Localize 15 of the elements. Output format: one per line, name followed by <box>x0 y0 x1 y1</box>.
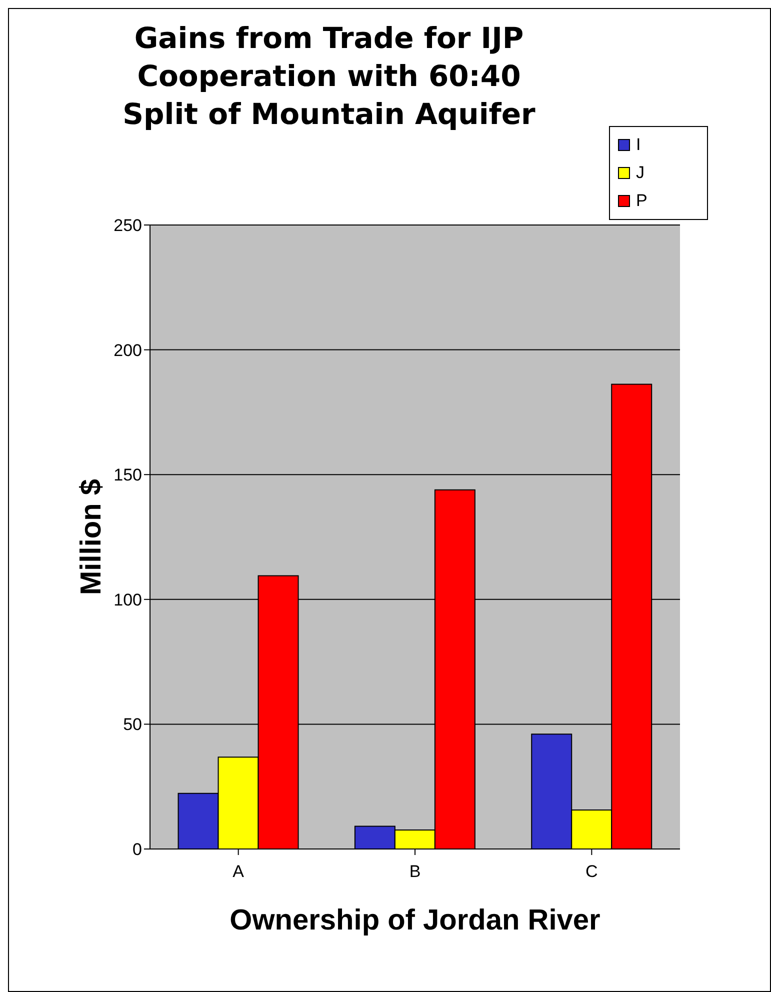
y-tick-label: 200 <box>114 340 142 360</box>
y-tick-label: 150 <box>114 466 142 485</box>
y-tick-label: 0 <box>132 840 142 860</box>
y-tick-label: 100 <box>114 590 142 610</box>
x-tick-label: A <box>232 862 245 882</box>
legend-label: I <box>636 134 641 156</box>
y-tick-label: 250 <box>114 216 142 236</box>
chart-title: Gains from Trade for IJP Cooperation with 60:40 Split of Mountain Aquifer <box>122 20 536 133</box>
x-tick-label: B <box>409 862 421 882</box>
legend-label: P <box>636 190 648 212</box>
x-axis-title: Ownership of Jordan River <box>230 904 600 937</box>
y-tick-label: 50 <box>123 715 142 734</box>
x-tick-label: C <box>586 862 598 882</box>
y-axis-title: Million $ <box>75 479 108 595</box>
legend-label: J <box>636 162 644 184</box>
